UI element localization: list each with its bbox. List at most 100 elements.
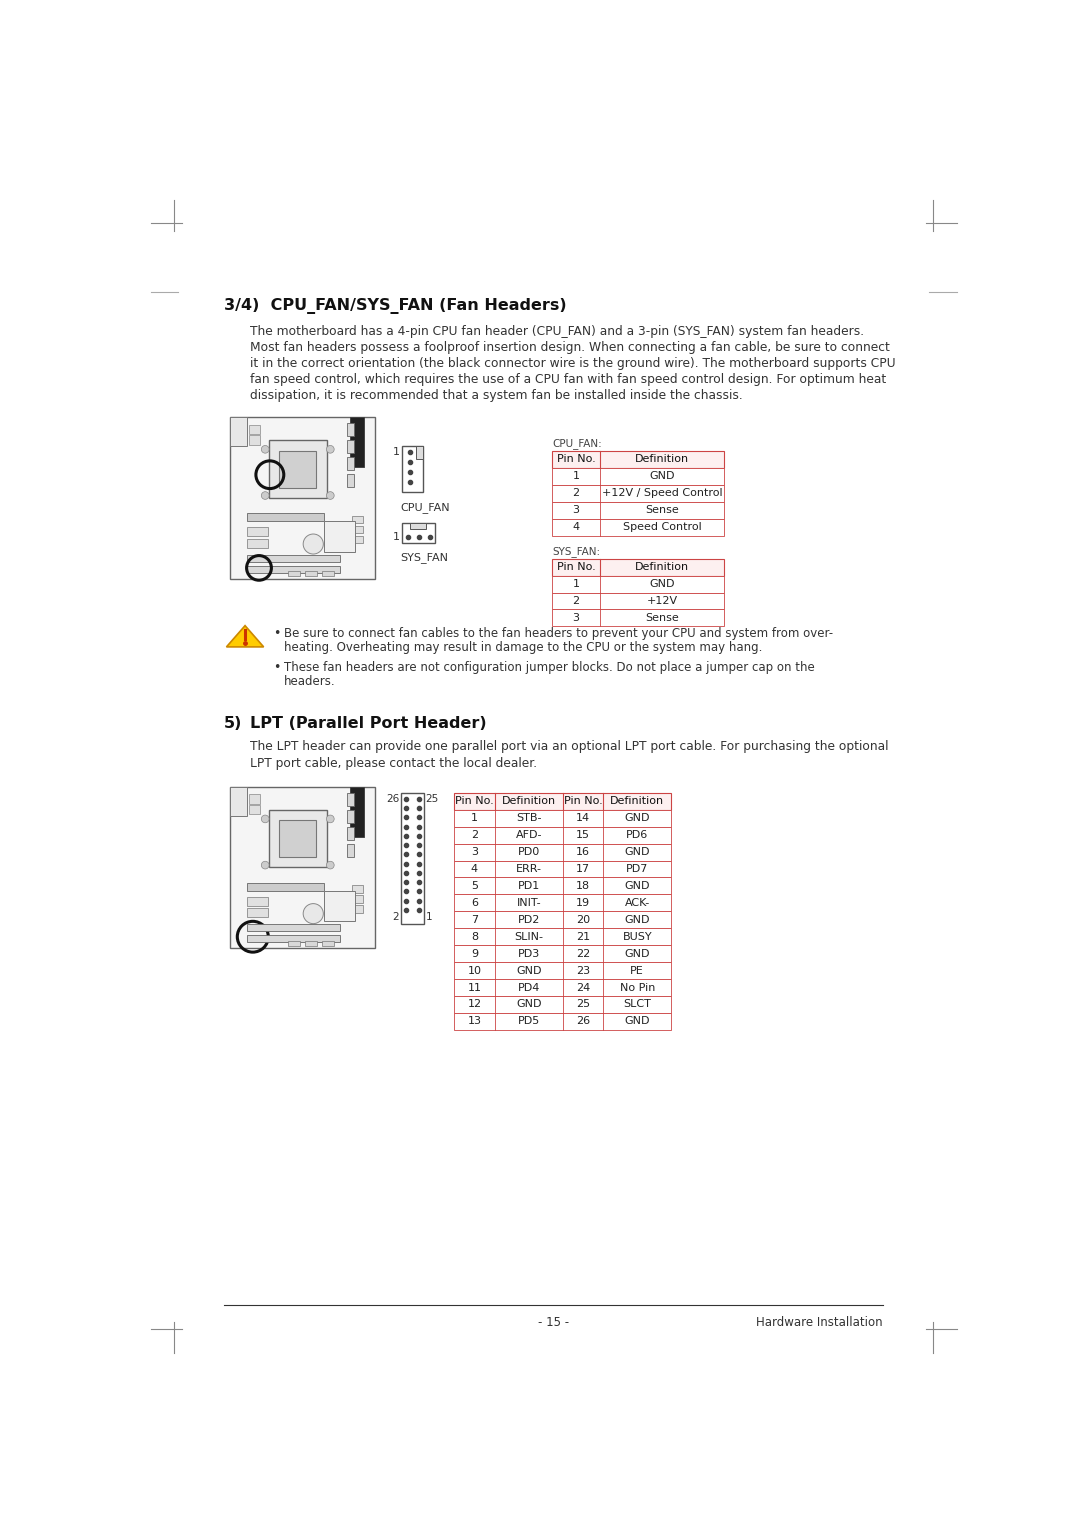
FancyBboxPatch shape xyxy=(352,535,363,543)
FancyBboxPatch shape xyxy=(403,523,435,543)
Text: PD1: PD1 xyxy=(517,881,540,891)
FancyBboxPatch shape xyxy=(416,446,422,458)
FancyBboxPatch shape xyxy=(348,423,353,437)
Text: GND: GND xyxy=(624,881,650,891)
Text: 1: 1 xyxy=(471,813,478,824)
FancyBboxPatch shape xyxy=(352,905,363,913)
FancyBboxPatch shape xyxy=(246,908,268,918)
Text: PD5: PD5 xyxy=(517,1016,540,1027)
Text: INIT-: INIT- xyxy=(516,898,541,908)
Text: ACK-: ACK- xyxy=(624,898,650,908)
FancyBboxPatch shape xyxy=(324,890,355,921)
Text: 20: 20 xyxy=(576,915,590,925)
FancyBboxPatch shape xyxy=(401,793,424,924)
FancyBboxPatch shape xyxy=(455,810,672,827)
FancyBboxPatch shape xyxy=(352,515,363,523)
Text: it in the correct orientation (the black connector wire is the ground wire). The: it in the correct orientation (the black… xyxy=(249,357,895,370)
Text: PD2: PD2 xyxy=(517,915,540,925)
FancyBboxPatch shape xyxy=(322,570,334,576)
Text: SYS_FAN:: SYS_FAN: xyxy=(552,546,600,556)
FancyBboxPatch shape xyxy=(348,793,353,805)
Text: 11: 11 xyxy=(468,982,482,993)
Circle shape xyxy=(261,492,269,500)
Text: GND: GND xyxy=(624,813,650,824)
FancyBboxPatch shape xyxy=(248,435,260,444)
Text: Speed Control: Speed Control xyxy=(623,523,701,532)
FancyBboxPatch shape xyxy=(552,610,724,627)
Text: Sense: Sense xyxy=(645,613,679,622)
FancyBboxPatch shape xyxy=(455,1013,672,1030)
Text: LPT (Parallel Port Header): LPT (Parallel Port Header) xyxy=(249,716,486,730)
FancyBboxPatch shape xyxy=(348,810,353,822)
Circle shape xyxy=(261,861,269,868)
FancyBboxPatch shape xyxy=(246,924,339,931)
Text: 17: 17 xyxy=(576,864,590,875)
Text: heating. Overheating may result in damage to the CPU or the system may hang.: heating. Overheating may result in damag… xyxy=(284,641,762,655)
Text: The motherboard has a 4-pin CPU fan header (CPU_FAN) and a 3-pin (SYS_FAN) syste: The motherboard has a 4-pin CPU fan head… xyxy=(249,324,864,338)
Text: - 15 -: - 15 - xyxy=(538,1316,569,1328)
Text: 10: 10 xyxy=(468,965,482,976)
FancyBboxPatch shape xyxy=(287,570,300,576)
Text: 14: 14 xyxy=(576,813,590,824)
Text: 16: 16 xyxy=(576,847,590,858)
Text: CPU_FAN:: CPU_FAN: xyxy=(552,438,602,449)
FancyBboxPatch shape xyxy=(230,417,375,578)
Text: •: • xyxy=(273,661,281,675)
Text: Pin No.: Pin No. xyxy=(564,796,603,807)
Circle shape xyxy=(303,904,323,924)
Text: 15: 15 xyxy=(576,830,590,841)
Text: 5): 5) xyxy=(225,716,243,730)
Text: 4: 4 xyxy=(572,523,580,532)
Text: 25: 25 xyxy=(576,999,590,1010)
Text: 2: 2 xyxy=(393,913,400,922)
Text: GND: GND xyxy=(624,915,650,925)
FancyBboxPatch shape xyxy=(348,827,353,839)
Text: Pin No.: Pin No. xyxy=(455,796,494,807)
Text: BUSY: BUSY xyxy=(622,931,652,942)
FancyBboxPatch shape xyxy=(348,456,353,470)
Circle shape xyxy=(261,815,269,822)
Text: AFD-: AFD- xyxy=(515,830,542,841)
Text: dissipation, it is recommended that a system fan be installed inside the chassis: dissipation, it is recommended that a sy… xyxy=(249,389,742,403)
FancyBboxPatch shape xyxy=(350,417,364,467)
Text: Pin No.: Pin No. xyxy=(556,455,595,464)
Text: 18: 18 xyxy=(576,881,590,891)
FancyBboxPatch shape xyxy=(410,523,426,529)
Text: SYS_FAN: SYS_FAN xyxy=(400,552,448,564)
FancyBboxPatch shape xyxy=(348,440,353,453)
Text: PD6: PD6 xyxy=(626,830,648,841)
FancyBboxPatch shape xyxy=(246,538,268,547)
FancyBboxPatch shape xyxy=(348,844,353,856)
Text: 23: 23 xyxy=(576,965,590,976)
Text: 3: 3 xyxy=(572,506,580,515)
FancyBboxPatch shape xyxy=(403,446,422,492)
Text: 3: 3 xyxy=(471,847,478,858)
Text: GND: GND xyxy=(649,472,675,481)
FancyBboxPatch shape xyxy=(455,962,672,979)
Text: GND: GND xyxy=(516,965,541,976)
Text: Sense: Sense xyxy=(645,506,679,515)
Text: 9: 9 xyxy=(471,948,478,959)
Text: GND: GND xyxy=(624,1016,650,1027)
FancyBboxPatch shape xyxy=(305,570,318,576)
Circle shape xyxy=(326,861,334,868)
FancyBboxPatch shape xyxy=(269,810,327,867)
FancyBboxPatch shape xyxy=(287,941,300,945)
Text: 19: 19 xyxy=(576,898,590,908)
Text: Pin No.: Pin No. xyxy=(556,563,595,572)
Text: PE: PE xyxy=(631,965,644,976)
FancyBboxPatch shape xyxy=(455,895,672,911)
FancyBboxPatch shape xyxy=(279,450,316,487)
Text: LPT port cable, please contact the local dealer.: LPT port cable, please contact the local… xyxy=(249,756,537,770)
FancyBboxPatch shape xyxy=(455,979,672,996)
Text: 2: 2 xyxy=(572,489,580,498)
Text: PD0: PD0 xyxy=(517,847,540,858)
FancyBboxPatch shape xyxy=(248,805,260,815)
Text: 8: 8 xyxy=(471,931,478,942)
FancyBboxPatch shape xyxy=(230,417,246,446)
FancyBboxPatch shape xyxy=(552,558,724,575)
FancyBboxPatch shape xyxy=(246,555,339,561)
Text: 22: 22 xyxy=(576,948,590,959)
Circle shape xyxy=(326,446,334,453)
FancyBboxPatch shape xyxy=(455,928,672,945)
